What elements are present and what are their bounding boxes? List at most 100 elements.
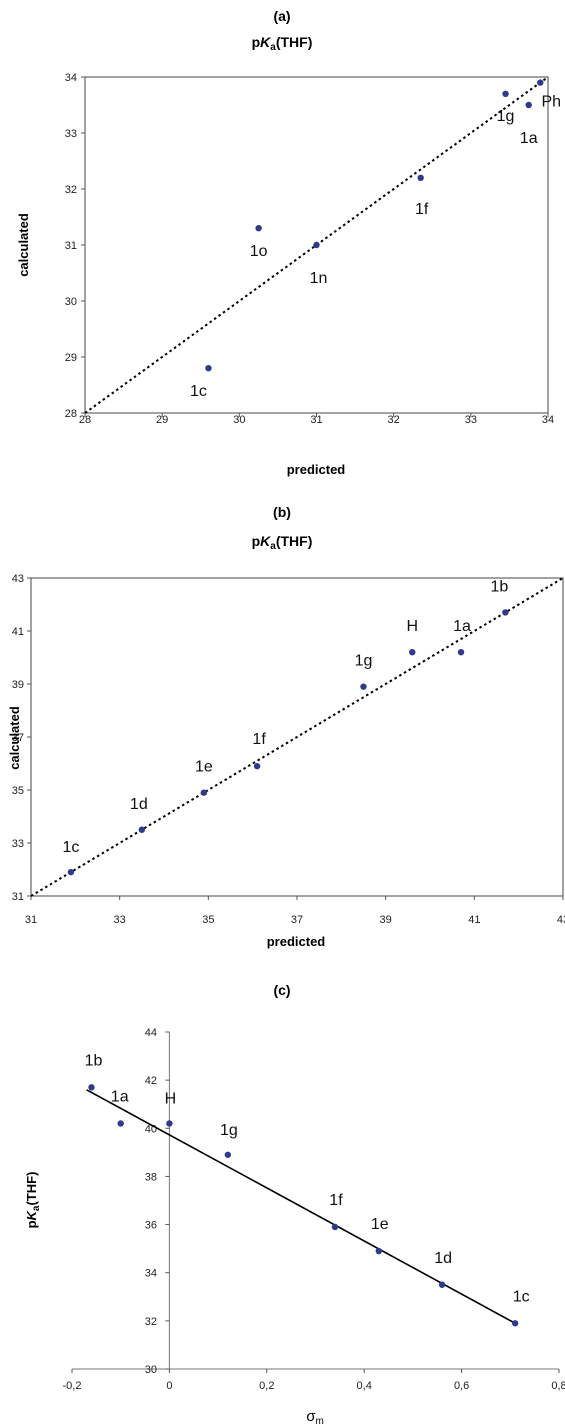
panel-c: (c) -0,2 0 0,2 0,4 0,6 0,830323436384042441b1… [24,982,565,1426]
panel-c-x-tick-label: -0,2 [63,1380,82,1392]
panel-a-y-axis-title: calculated [16,213,31,277]
panel-a-label: (a) [273,8,290,24]
panel-a-marks: 28 29 30 31 32 33 34 28 29 30 31 32 33 34 1c 1o 1n 1f 1g 1a… [65,72,561,426]
panel-b-y-tick-label: 41 [12,626,24,638]
panel-b-trendline [30,577,564,897]
panel-a-point-label-1o: 1o [250,243,268,260]
panel-b-point-1f [253,762,261,770]
panel-b-x-tick-label: 43 [557,914,565,926]
panel-a-point-label-Ph: Ph [541,94,561,111]
panel-c-y-tick-label: 32 [145,1316,157,1328]
panel-b-marks: 31 33 35 37 39 41 43 31 33 35 37 39 41 43 1c 1d 1e 1f 1g H 1… [12,573,565,926]
panel-a-point-label-1g: 1g [497,108,515,125]
panel-b-point-label-1c: 1c [62,839,79,856]
panel-a-point-1a [525,101,532,109]
panel-c-point-1c [511,1320,519,1327]
panel-c-point-1e [375,1247,383,1255]
panel-c-point-label-1b: 1b [85,1052,103,1069]
panel-b-y-tick-label: 37 [12,732,24,744]
panel-c-trendline [86,1089,516,1324]
panel-b-x-tick-label: 33 [114,914,126,926]
panel-c-x-tick-label: 0,2 [259,1380,274,1392]
panel-a-x-tick-label: 34 [542,414,554,426]
panel-a-x-tick-label: 33 [465,414,477,426]
panel-a-point-1n [313,241,320,249]
panel-b-point-label-1a: 1a [453,618,471,635]
panel-a-title: pKa(THF) [252,34,313,53]
panel-a-point-label-1f: 1f [415,201,429,218]
panel-b-point-1b [502,609,509,616]
panel-a-y-tick-label: 28 [65,408,77,420]
panel-a-x-tick-label: 29 [156,414,168,426]
panel-a-point-label-1c: 1c [190,383,207,400]
panel-c-point-1f [331,1223,339,1231]
panel-a-x-tick-label: 32 [388,414,400,426]
panel-b-label: (b) [273,504,291,520]
panel-c-point-label-1e: 1e [371,1216,389,1233]
panel-b-x-tick-label: 31 [25,914,37,926]
panel-a-point-1g [502,90,509,98]
panel-b-y-tick-label: 43 [12,573,24,585]
panel-b: (b) pKa(THF) 31 33 35 37 39 41 43 31 33 35 37 39 41 4… [7,504,565,949]
panel-c-x-axis-title: σm [306,1408,324,1426]
panel-b-x-tick-label: 41 [468,914,480,926]
panel-b-point-label-1f: 1f [252,731,266,748]
panel-c-point-H [166,1120,173,1127]
panel-b-y-axis-title: calculated [7,706,22,770]
panel-c-point-label-1a: 1a [111,1088,129,1105]
panel-a-y-tick-label: 30 [65,296,77,308]
panel-c-label: (c) [273,982,290,998]
panel-b-point-1d [138,826,146,833]
panel-b-x-tick-label: 35 [202,914,214,926]
panel-b-x-tick-label: 39 [380,914,392,926]
panel-c-y-axis-title: pKa(THF) [24,1172,42,1229]
panel-a-point-1f [417,174,424,181]
panel-b-point-label-1e: 1e [195,759,213,776]
panel-c-point-label-1c: 1c [513,1288,530,1305]
panel-b-y-tick-label: 39 [12,679,24,691]
panel-c-point-label-1f: 1f [329,1192,343,1209]
panel-c-y-tick-label: 34 [145,1268,157,1280]
panel-a-point-label-1n: 1n [310,270,328,287]
panel-c-x-tick-label: 0,8 [551,1380,565,1392]
panel-b-title: pKa(THF) [252,533,313,552]
panel-a-x-axis-title: predicted [287,462,346,477]
panel-a-y-tick-label: 33 [65,128,77,140]
panel-b-y-tick-label: 35 [12,785,24,797]
panel-c-y-tick-label: 44 [145,1027,157,1039]
panel-a-point-label-1a: 1a [520,130,538,147]
panel-b-x-axis-title: predicted [267,934,326,949]
panel-b-point-label-1g: 1g [355,653,373,670]
panel-c-x-tick-label: 0,4 [357,1380,372,1392]
panel-c-point-label-1d: 1d [434,1250,452,1267]
panel-a-x-tick-label: 31 [310,414,322,426]
panel-b-point-1e [200,789,208,796]
panel-a: (a) pKa(THF) 28 29 30 31 32 33 34 28 29 30 31 32 33 3… [16,8,561,477]
panel-a-x-tick-label: 30 [233,414,245,426]
panel-a-y-tick-label: 29 [65,352,77,364]
panel-b-x-tick-label: 37 [291,914,303,926]
panel-b-point-1c [67,868,75,876]
panel-c-y-tick-label: 42 [145,1075,157,1087]
panel-b-point-label-H: H [406,618,418,635]
panel-c-y-tick-label: 38 [145,1171,157,1183]
panel-b-point-1a [457,649,465,656]
panel-c-x-tick-label: 0 [166,1380,172,1392]
panel-c-y-tick-label: 36 [145,1220,157,1232]
panel-b-point-label-1d: 1d [130,796,148,813]
panel-a-x-tick-label: 28 [79,414,91,426]
panel-a-point-Ph [537,79,544,86]
panel-a-y-tick-label: 32 [65,184,77,196]
panel-c-point-1g [224,1151,232,1158]
panel-a-y-tick-label: 31 [65,240,77,252]
panel-c-point-label-H: H [165,1090,177,1107]
panel-a-point-1o [255,225,262,232]
panel-a-point-1c [205,365,212,372]
panel-a-y-tick-label: 34 [65,72,77,84]
panel-b-y-tick-label: 33 [12,838,24,850]
panel-b-y-tick-label: 31 [12,891,24,903]
panel-c-point-1b [88,1084,95,1091]
panel-b-point-label-1b: 1b [490,578,508,595]
panel-c-x-tick-label: 0,6 [454,1380,469,1392]
